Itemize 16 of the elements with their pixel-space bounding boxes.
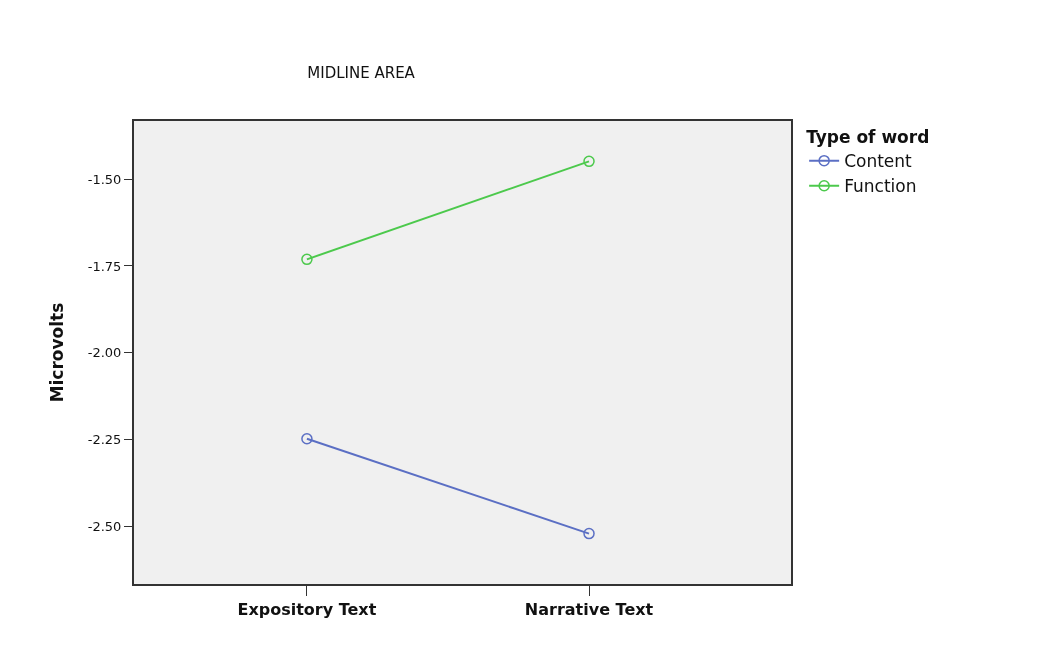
x-tick-label: Narrative Text: [524, 600, 654, 620]
y-tick-label: -2.00: [87, 345, 122, 361]
legend-title: Type of word: [806, 127, 930, 148]
y-axis-title: Microvolts: [46, 302, 67, 403]
point: [301, 432, 313, 445]
chart-title: MIDLINE AREA: [307, 63, 416, 82]
y-tick-label: -2.50: [87, 519, 122, 535]
point: [583, 527, 595, 540]
y-tick-label: -1.75: [87, 258, 122, 274]
point: [583, 155, 595, 168]
x-tick-label: Expository Text: [237, 600, 377, 620]
legend-label: Content: [844, 151, 913, 172]
y-tick-label: -1.50: [87, 171, 122, 187]
point: [301, 253, 313, 266]
y-tick-label: -2.25: [87, 432, 122, 448]
legend-label: Function: [844, 176, 917, 197]
